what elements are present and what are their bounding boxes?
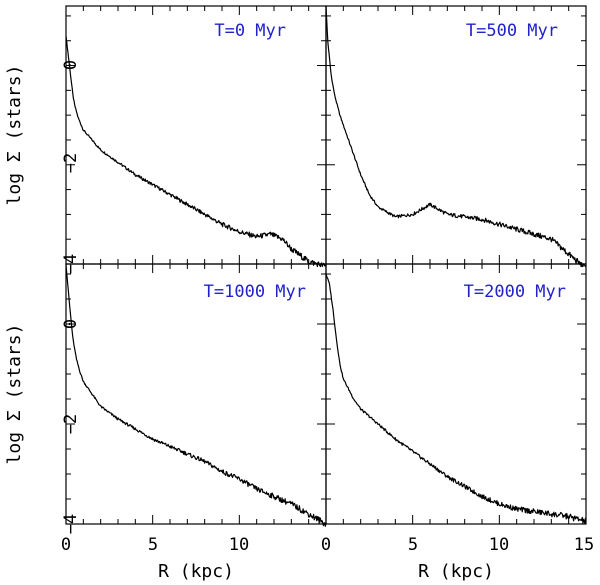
x-tick-label: 15 — [574, 535, 594, 555]
x-tick-label: 10 — [489, 535, 509, 555]
y-axis-label: log Σ (stars) — [4, 324, 25, 465]
x-tick-label: 5 — [148, 535, 158, 555]
x-tick-label: 0 — [61, 535, 71, 555]
panel-frame — [325, 263, 587, 525]
x-axis-label: R (kpc) — [418, 561, 494, 582]
x-axis-label: R (kpc) — [158, 561, 234, 582]
panel-title: T=1000 Myr — [204, 282, 306, 302]
y-tick-label: 0 — [61, 60, 81, 70]
y-tick-label: −2 — [61, 153, 81, 173]
density-curve — [325, 6, 586, 268]
density-curve — [65, 36, 327, 268]
data-curves — [65, 6, 587, 527]
x-tick-label: 0 — [321, 535, 331, 555]
panel-title: T=500 Myr — [466, 21, 558, 41]
density-curve — [325, 274, 587, 524]
x-tick-label: 10 — [229, 535, 249, 555]
density-curve — [65, 264, 327, 527]
panel-title: T=0 Myr — [214, 21, 286, 41]
panel-title: T=2000 Myr — [464, 282, 566, 302]
y-axis-label: log Σ (stars) — [4, 65, 25, 206]
x-tick-label: 5 — [408, 535, 418, 555]
